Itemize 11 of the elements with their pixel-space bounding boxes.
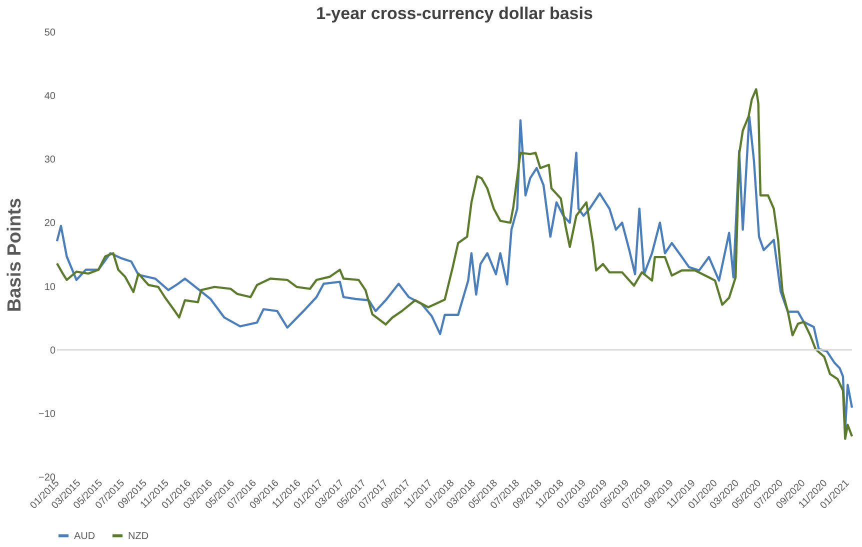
y-tick-label: 30 [44, 154, 56, 166]
legend-label: NZD [128, 530, 149, 542]
chart-title: 1-year cross-currency dollar basis [316, 4, 593, 23]
y-tick-label: 40 [44, 91, 56, 102]
y-axis-title: Basis Points [4, 198, 26, 312]
y-tick-label: 50 [44, 28, 56, 38]
y-tick-label: 0 [50, 345, 56, 356]
legend-label: AUD [74, 530, 96, 542]
y-tick-label: 10 [44, 282, 56, 293]
y-tick-label: −10 [38, 408, 56, 420]
y-tick-label: 20 [44, 218, 56, 230]
